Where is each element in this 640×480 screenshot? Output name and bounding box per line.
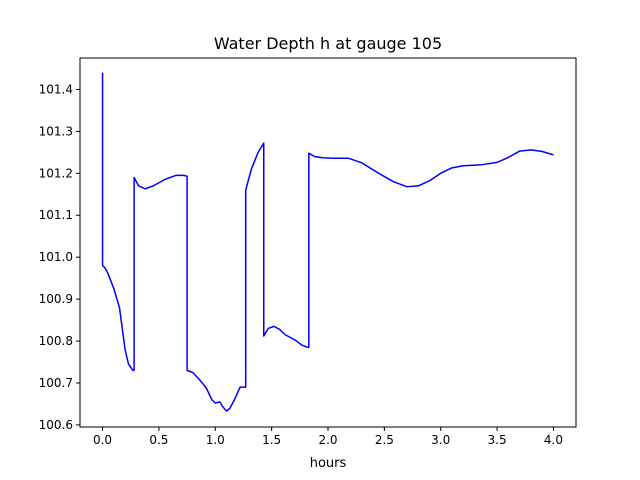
x-tick-label: 3.0 — [431, 433, 450, 447]
x-tick-label: 2.0 — [318, 433, 337, 447]
y-tick-label: 101.4 — [39, 82, 73, 96]
y-tick-label: 101.2 — [39, 166, 73, 180]
y-tick-label: 101.1 — [39, 208, 73, 222]
y-tick-label: 100.8 — [39, 334, 73, 348]
x-tick-label: 4.0 — [544, 433, 563, 447]
x-tick-label: 1.5 — [262, 433, 281, 447]
y-tick-label: 100.6 — [39, 418, 73, 432]
x-tick-label: 1.0 — [206, 433, 225, 447]
y-tick-label: 101.0 — [39, 250, 73, 264]
x-axis-label: hours — [310, 456, 347, 471]
x-axis-ticks: 0.0 0.5 1.0 1.5 2.0 2.5 3.0 3.5 4.0 — [93, 427, 563, 447]
x-tick-label: 0.5 — [149, 433, 168, 447]
y-axis-ticks: 100.6 100.7 100.8 100.9 101.0 101.1 101.2 101.3… — [39, 82, 80, 432]
x-tick-label: 0.0 — [93, 433, 112, 447]
chart-title: Water Depth h at gauge 105 — [214, 34, 442, 53]
x-tick-label: 2.5 — [375, 433, 394, 447]
x-tick-label: 3.5 — [488, 433, 507, 447]
y-tick-label: 100.7 — [39, 376, 73, 390]
y-tick-label: 101.3 — [39, 124, 73, 138]
series-line-1 — [101, 72, 554, 412]
y-tick-label: 100.9 — [39, 292, 73, 306]
